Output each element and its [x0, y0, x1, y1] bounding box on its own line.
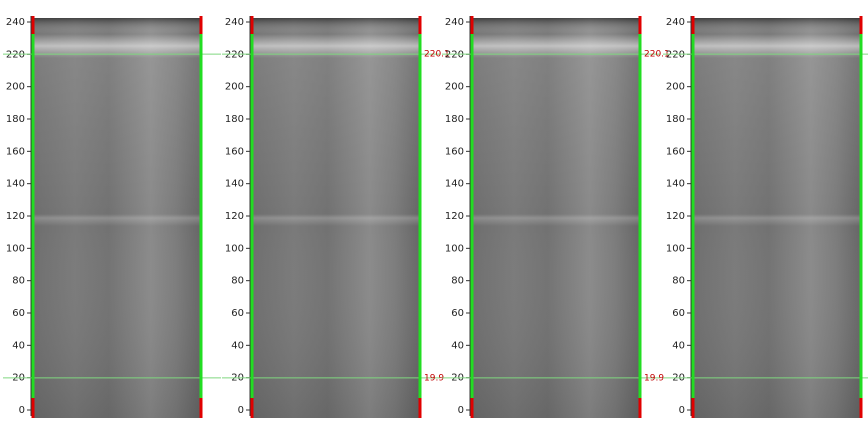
y-tick-label: 120	[445, 211, 464, 222]
y-tick-label: 120	[666, 211, 685, 222]
y-tick-label: 0	[19, 405, 25, 416]
y-tick-label: 100	[225, 243, 244, 254]
image-shading	[33, 18, 201, 418]
y-tick-label: 60	[231, 308, 244, 319]
y-tick-label: 220	[6, 49, 25, 60]
y-tick-label: 240	[225, 17, 244, 28]
y-tick-label: 180	[445, 114, 464, 125]
y-tick-label: 180	[666, 114, 685, 125]
y-tick-label: 160	[6, 146, 25, 157]
y-tick-label: 40	[12, 340, 25, 351]
y-tick-label: 200	[6, 82, 25, 93]
marker-label: 19.9	[644, 373, 664, 383]
y-tick-label: 120	[225, 211, 244, 222]
y-tick-label: 140	[666, 179, 685, 190]
y-tick-label: 80	[12, 276, 25, 287]
y-tick-label: 160	[225, 146, 244, 157]
y-tick-label: 0	[458, 405, 464, 416]
y-tick-label: 40	[672, 340, 685, 351]
y-tick-label: 120	[6, 211, 25, 222]
y-tick-label: 240	[445, 17, 464, 28]
y-tick-label: 60	[12, 308, 25, 319]
y-tick-label: 80	[672, 276, 685, 287]
y-tick-label: 220	[225, 49, 244, 60]
y-tick-label: 60	[451, 308, 464, 319]
y-tick-label: 160	[666, 146, 685, 157]
page: 0204060801001201401601802002202400204060…	[0, 0, 868, 421]
y-tick-label: 240	[6, 17, 25, 28]
y-tick-label: 240	[666, 17, 685, 28]
y-tick-label: 220	[445, 49, 464, 60]
y-tick-label: 140	[445, 179, 464, 190]
y-tick-label: 0	[679, 405, 685, 416]
y-tick-label: 40	[231, 340, 244, 351]
image-shading	[252, 18, 420, 418]
y-tick-label: 60	[672, 308, 685, 319]
y-tick-label: 200	[225, 82, 244, 93]
image-shading	[693, 18, 861, 418]
y-tick-label: 140	[6, 179, 25, 190]
y-tick-label: 180	[225, 114, 244, 125]
y-tick-label: 40	[451, 340, 464, 351]
y-tick-label: 100	[445, 243, 464, 254]
y-tick-label: 80	[451, 276, 464, 287]
y-tick-label: 100	[6, 243, 25, 254]
image-shading	[472, 18, 640, 418]
y-tick-label: 180	[6, 114, 25, 125]
y-tick-label: 220	[666, 49, 685, 60]
y-tick-label: 80	[231, 276, 244, 287]
viewer: 0204060801001201401601802002202400204060…	[0, 0, 868, 421]
y-tick-label: 200	[666, 82, 685, 93]
y-tick-label: 100	[666, 243, 685, 254]
y-tick-label: 160	[445, 146, 464, 157]
marker-label: 19.9	[424, 373, 444, 383]
y-tick-label: 0	[238, 405, 244, 416]
y-tick-label: 140	[225, 179, 244, 190]
y-tick-label: 200	[445, 82, 464, 93]
